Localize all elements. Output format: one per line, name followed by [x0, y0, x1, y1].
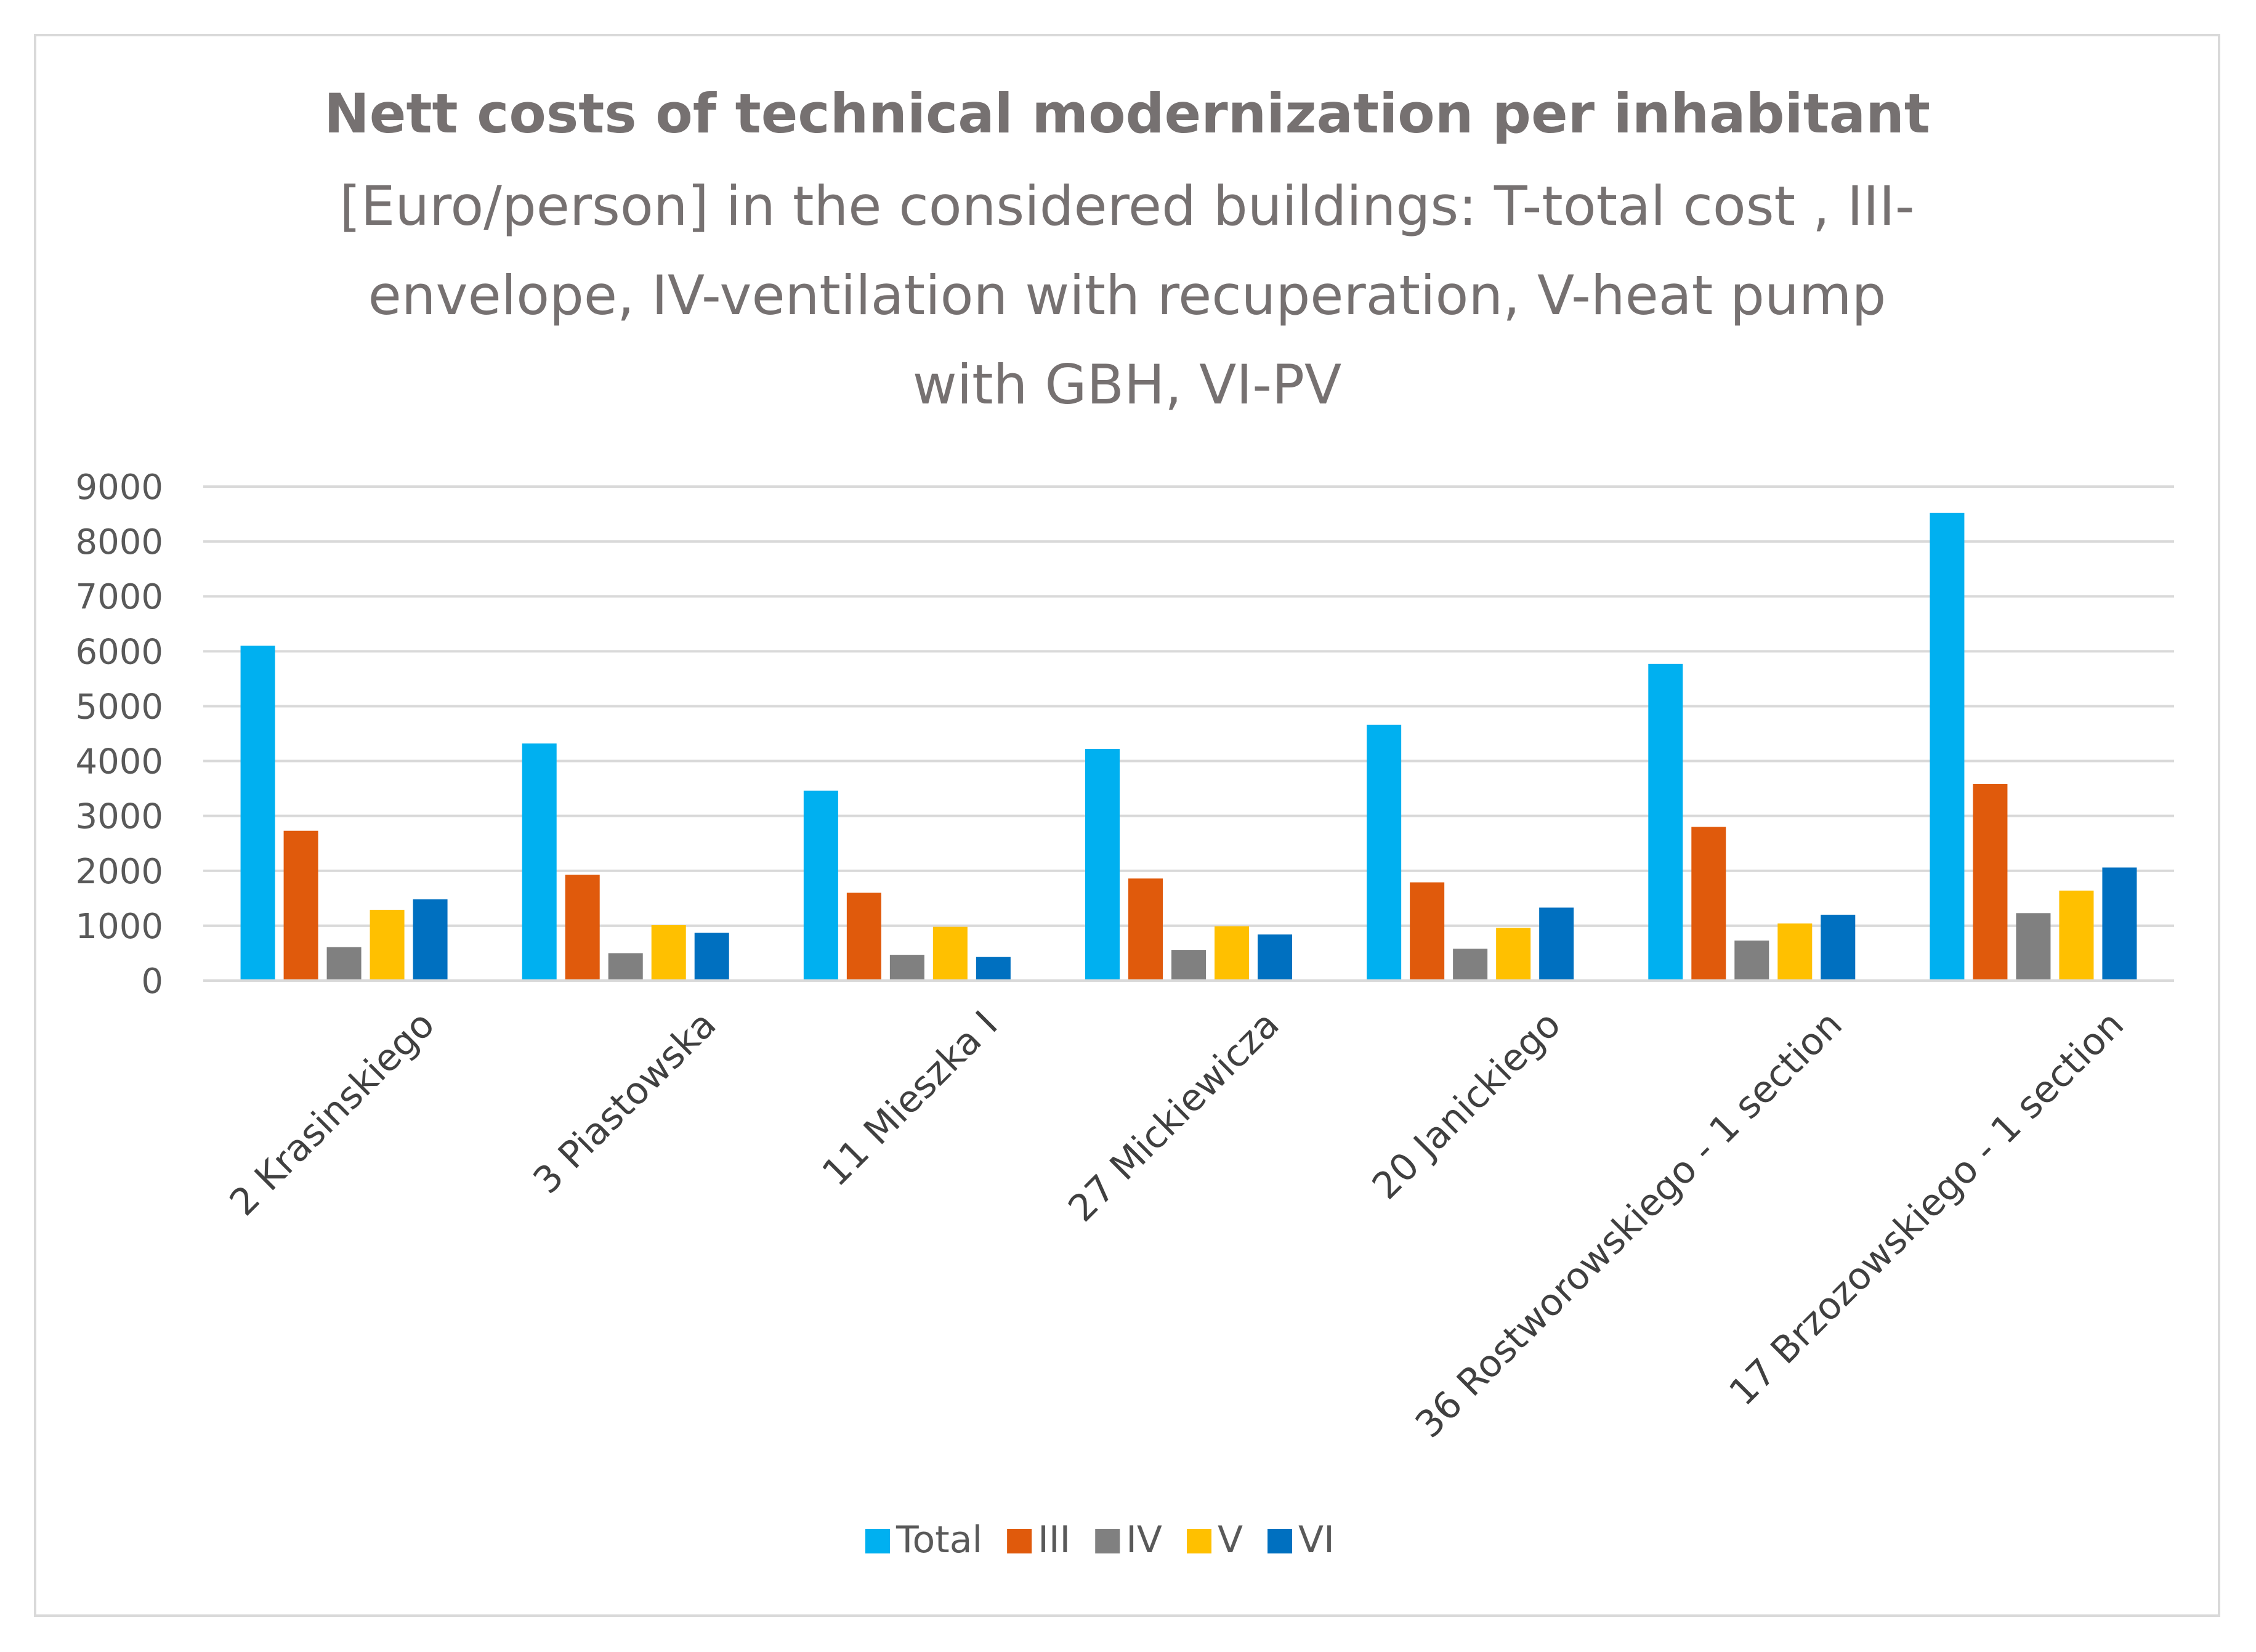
bar-v-0 — [370, 910, 405, 981]
y-tick-label: 4000 — [75, 742, 163, 782]
chart-subtitle-line-2: envelope, IV-ventilation with recuperati… — [368, 264, 1886, 327]
y-tick-label: 9000 — [75, 468, 163, 508]
bar-total-3 — [1085, 748, 1120, 981]
y-tick-label: 7000 — [75, 577, 163, 617]
bars — [240, 512, 2137, 981]
y-tick-label: 0 — [141, 962, 163, 1002]
x-tick-label: 11 Mieszka I — [814, 1003, 1006, 1195]
bar-total-5 — [1648, 663, 1683, 981]
bar-vi-0 — [413, 899, 448, 981]
y-tick-label: 3000 — [75, 797, 163, 837]
legend-label-iii: III — [1038, 1518, 1070, 1561]
bar-total-0 — [240, 646, 275, 981]
bar-v-6 — [2059, 890, 2094, 981]
y-tick-label: 5000 — [75, 687, 163, 727]
x-tick-label: 2 Krasinskiego — [222, 1003, 443, 1224]
bar-iv-6 — [2016, 913, 2051, 981]
x-tick-label: 27 Mickiewicza — [1060, 1003, 1287, 1230]
legend: Total III IV V VI — [865, 1518, 1335, 1561]
bar-vi-3 — [1258, 934, 1292, 981]
bar-iv-2 — [889, 955, 924, 981]
y-axis-ticks: 0 1000 2000 3000 4000 5000 6000 7000 8000 9000 — [75, 468, 163, 1002]
x-tick-label: 20 Janickiego — [1364, 1003, 1569, 1208]
bar-iv-1 — [608, 953, 643, 981]
bar-iii-4 — [1410, 882, 1445, 981]
legend-label-total: Total — [896, 1518, 982, 1561]
x-tick-label: 3 Piastowska — [525, 1003, 725, 1202]
bar-v-4 — [1496, 928, 1531, 981]
chart-subtitle-line-1: [Euro/person] in the considered building… — [339, 174, 1914, 238]
legend-label-iv: IV — [1126, 1518, 1162, 1561]
bar-v-3 — [1215, 926, 1249, 981]
y-tick-label: 2000 — [75, 852, 163, 892]
bar-iv-5 — [1734, 940, 1769, 981]
legend-swatch-total — [865, 1529, 890, 1553]
bar-total-1 — [522, 743, 557, 981]
chart-title: Nett costs of technical modernization pe… — [324, 82, 1930, 145]
bar-v-5 — [1777, 923, 1813, 981]
bar-iii-1 — [565, 875, 600, 981]
legend-swatch-iv — [1095, 1529, 1120, 1553]
bar-v-2 — [932, 926, 968, 981]
legend-label-vi: VI — [1298, 1518, 1335, 1561]
bar-vi-5 — [1821, 915, 1856, 981]
bar-vi-1 — [694, 933, 729, 981]
y-tick-label: 6000 — [75, 632, 163, 672]
bar-iv-4 — [1453, 949, 1488, 981]
legend-swatch-v — [1186, 1529, 1211, 1553]
y-tick-label: 8000 — [75, 522, 163, 562]
gridlines — [203, 485, 2174, 927]
bar-iv-3 — [1171, 950, 1206, 981]
bar-iii-0 — [283, 830, 318, 981]
bar-iii-6 — [1973, 783, 2008, 981]
chart-subtitle-line-3: with GBH, VI-PV — [913, 353, 1342, 416]
bar-vi-2 — [976, 957, 1011, 981]
y-tick-label: 1000 — [75, 907, 163, 947]
legend-label-v: V — [1218, 1518, 1243, 1561]
bar-vi-4 — [1539, 907, 1574, 981]
bar-v-1 — [651, 925, 686, 981]
bar-iii-3 — [1128, 878, 1163, 981]
bar-iii-5 — [1691, 827, 1726, 981]
bar-vi-6 — [2102, 867, 2137, 981]
bar-total-6 — [1930, 512, 1965, 981]
legend-swatch-iii — [1007, 1529, 1032, 1553]
chart-title-group: Nett costs of technical modernization pe… — [324, 82, 1930, 416]
bar-total-2 — [803, 790, 838, 981]
x-axis-ticks: 2 Krasinskiego 3 Piastowska 11 Mieszka I 27… — [222, 1003, 2132, 1446]
bar-iv-0 — [326, 947, 362, 981]
bar-total-4 — [1367, 724, 1402, 981]
legend-swatch-vi — [1267, 1529, 1293, 1553]
bar-iii-2 — [846, 893, 881, 981]
chart-frame — [34, 34, 2220, 1617]
